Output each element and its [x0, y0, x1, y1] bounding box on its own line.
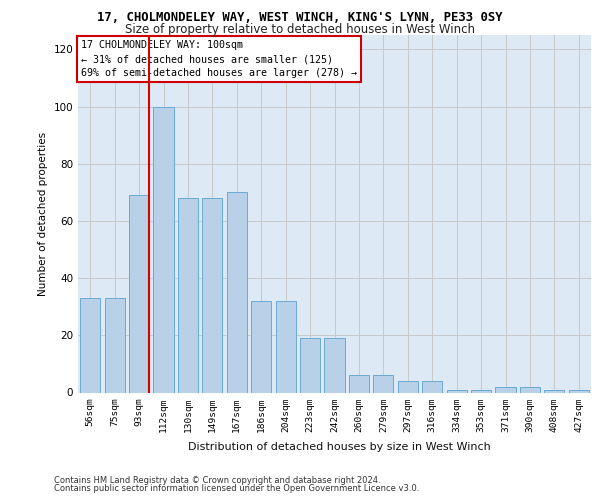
Bar	[569, 390, 589, 392]
Bar	[178, 198, 198, 392]
Bar	[129, 195, 149, 392]
Bar	[275, 301, 296, 392]
Bar	[154, 106, 173, 393]
Text: Contains HM Land Registry data © Crown copyright and database right 2024.: Contains HM Land Registry data © Crown c…	[54, 476, 380, 485]
Text: 17, CHOLMONDELEY WAY, WEST WINCH, KING'S LYNN, PE33 0SY: 17, CHOLMONDELEY WAY, WEST WINCH, KING'S…	[97, 11, 503, 24]
Bar	[349, 376, 369, 392]
Text: Size of property relative to detached houses in West Winch: Size of property relative to detached ho…	[125, 22, 475, 36]
Bar	[446, 390, 467, 392]
Bar	[227, 192, 247, 392]
Bar	[422, 381, 442, 392]
Bar	[202, 198, 223, 392]
Y-axis label: Number of detached properties: Number of detached properties	[38, 132, 48, 296]
Bar	[471, 390, 491, 392]
Bar	[104, 298, 125, 392]
Bar	[520, 387, 540, 392]
Bar	[398, 381, 418, 392]
Bar	[325, 338, 344, 392]
Bar	[80, 298, 100, 392]
Text: Distribution of detached houses by size in West Winch: Distribution of detached houses by size …	[188, 442, 490, 452]
Bar	[251, 301, 271, 392]
Text: 17 CHOLMONDELEY WAY: 100sqm
← 31% of detached houses are smaller (125)
69% of se: 17 CHOLMONDELEY WAY: 100sqm ← 31% of det…	[80, 40, 356, 78]
Bar	[544, 390, 565, 392]
Bar	[373, 376, 394, 392]
Text: Contains public sector information licensed under the Open Government Licence v3: Contains public sector information licen…	[54, 484, 419, 493]
Bar	[496, 387, 515, 392]
Bar	[300, 338, 320, 392]
